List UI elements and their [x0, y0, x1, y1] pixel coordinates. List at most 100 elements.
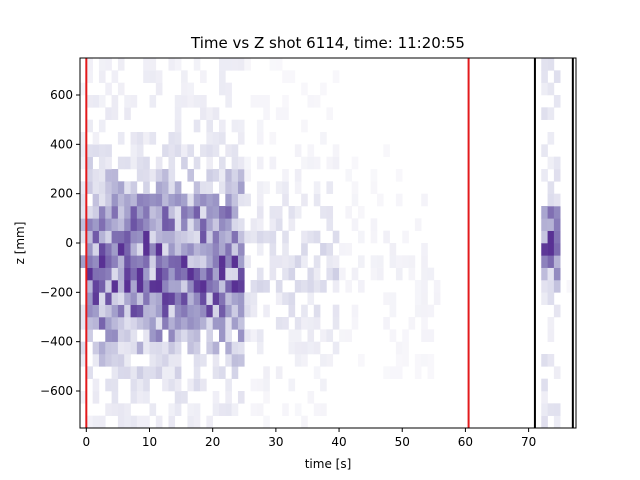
heatmap-cell [326, 255, 334, 268]
heatmap-cell [193, 304, 201, 318]
heatmap-cell [174, 230, 182, 244]
heatmap-cell [117, 403, 125, 416]
heatmap-cell [332, 267, 340, 281]
heatmap-cell [288, 267, 296, 281]
heatmap-cell [326, 107, 334, 120]
heatmap-cell [117, 292, 125, 305]
heatmap-cell [124, 193, 131, 207]
heatmap-cell [105, 280, 112, 293]
heatmap-cell [414, 280, 422, 293]
heatmap-cell [80, 230, 87, 244]
heatmap-cell [358, 230, 365, 244]
heatmap-cell [225, 82, 232, 96]
heatmap-cell [143, 317, 150, 330]
heatmap-cell [553, 243, 561, 256]
heatmap-cell [149, 218, 157, 231]
heatmap-cell [105, 243, 112, 256]
heatmap-cell [149, 341, 157, 355]
heatmap-cell [80, 255, 87, 268]
heatmap-cell [111, 304, 119, 318]
heatmap-cell [86, 292, 93, 305]
heatmap-cell [219, 329, 226, 342]
heatmap-cell [351, 218, 359, 231]
heatmap-cell [143, 255, 150, 268]
heatmap-cell [370, 169, 378, 182]
heatmap-cell [130, 391, 138, 404]
heatmap-cell [212, 230, 220, 244]
heatmap-cell [111, 329, 119, 342]
heatmap-cell [98, 169, 106, 182]
heatmap-cell [414, 354, 422, 367]
heatmap-cell [130, 218, 138, 231]
heatmap-cell [244, 193, 251, 207]
heatmap-cell [345, 329, 352, 342]
heatmap-cell [200, 267, 207, 281]
heatmap-cell [541, 206, 548, 219]
heatmap-cell [301, 230, 308, 244]
heatmap-cell [193, 206, 201, 219]
heatmap-cell [250, 378, 258, 392]
heatmap-cell [389, 366, 397, 379]
heatmap-cell [212, 341, 220, 355]
heatmap-cell [111, 181, 119, 194]
heatmap-cell [320, 206, 327, 219]
heatmap-cell [326, 206, 334, 219]
heatmap-cell [376, 267, 384, 281]
heatmap-cell [244, 230, 251, 244]
heatmap-cell [553, 267, 561, 281]
heatmap-cell [345, 243, 352, 256]
heatmap-cell [98, 317, 106, 330]
heatmap-cell [200, 255, 207, 268]
heatmap-cell [193, 317, 201, 330]
heatmap-cell [231, 366, 239, 379]
heatmap-cell [358, 206, 365, 219]
heatmap-cell [553, 218, 561, 231]
x-axis-ticks: 0 10 20 30 40 50 60 70 [82, 428, 536, 449]
heatmap-cell [421, 280, 428, 293]
heatmap-cell [326, 329, 334, 342]
heatmap-cell [124, 329, 131, 342]
heatmap-cell [181, 280, 188, 293]
heatmap-cell [187, 206, 195, 219]
heatmap-cell [124, 230, 131, 244]
heatmap-cell [105, 329, 112, 342]
heatmap-cell [313, 317, 321, 330]
heatmap-cell [219, 82, 226, 96]
heatmap-cell [547, 132, 555, 145]
heatmap-cell [155, 304, 163, 318]
heatmap-cell [105, 144, 112, 157]
heatmap-cell [231, 193, 239, 207]
heatmap-cell [345, 169, 352, 182]
heatmap-cell [541, 107, 548, 120]
heatmap-cell [244, 292, 251, 305]
x-tick-label: 10 [142, 435, 157, 449]
heatmap-cell [111, 341, 119, 355]
heatmap-cell [162, 243, 169, 256]
heatmap-cell [219, 403, 226, 416]
heatmap-cell [332, 317, 340, 330]
heatmap-cell [105, 255, 112, 268]
heatmap-cell [117, 193, 125, 207]
heatmap-cell [212, 132, 220, 145]
heatmap-cell [181, 243, 188, 256]
heatmap-cell [427, 366, 435, 379]
heatmap-cell [237, 193, 245, 207]
heatmap-cell [117, 267, 125, 281]
heatmap-cell [219, 169, 226, 182]
heatmap-cell [162, 280, 169, 293]
heatmap-cell [212, 354, 220, 367]
heatmap-cell [553, 366, 561, 379]
heatmap-cell [111, 255, 119, 268]
heatmap-cell [547, 218, 555, 231]
heatmap-cell [307, 230, 315, 244]
heatmap-cell [294, 206, 302, 219]
heatmap-cell [547, 267, 555, 281]
heatmap-cell [136, 304, 144, 318]
heatmap-cell [143, 243, 150, 256]
heatmap-cell [294, 144, 302, 157]
heatmap-cell [130, 156, 138, 170]
heatmap-cell [117, 132, 125, 145]
heatmap-cell [86, 230, 93, 244]
heatmap-cell [155, 169, 163, 182]
heatmap-cell [149, 169, 157, 182]
